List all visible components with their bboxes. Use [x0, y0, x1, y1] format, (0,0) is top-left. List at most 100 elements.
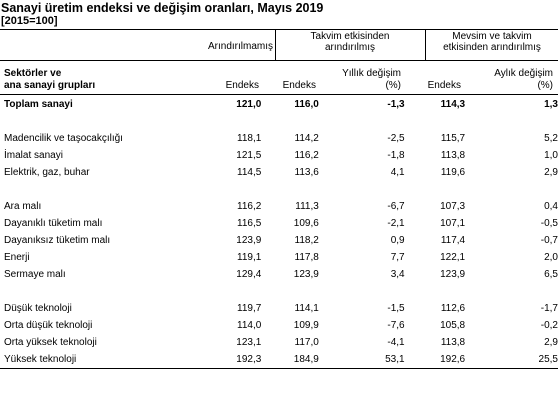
spacer-cell	[405, 113, 466, 130]
header-bottom-rule	[0, 94, 558, 95]
cell-sector: Orta düşük teknoloji	[4, 320, 93, 331]
header-annual-change-1: Yıllık değişim	[342, 68, 401, 79]
spacer-cell	[261, 113, 319, 130]
cell-index-unadjusted: 121,0	[236, 99, 262, 110]
spacer-cell	[405, 283, 466, 300]
cell-sector: Madencilik ve taşocakçılığı	[4, 133, 123, 144]
cell-index-calendar: 109,6	[293, 218, 319, 229]
table-row: Sermaye malı 129,4 123,9 3,4 123,9 6,5	[0, 266, 558, 283]
cell-index-seasonal: 107,1	[440, 218, 466, 229]
table-row: Orta yüksek teknoloji 123,1 117,0 -4,1 113,8…	[0, 334, 558, 351]
cell-index-seasonal: 123,9	[440, 269, 466, 280]
header-group-rule	[0, 60, 558, 61]
cell-index-unadjusted: 123,9	[236, 235, 262, 246]
spacer-cell	[0, 113, 182, 130]
spacer-row	[0, 283, 558, 300]
base-year-note: [2015=100]	[1, 15, 58, 27]
cell-index-seasonal: 122,1	[440, 252, 466, 263]
cell-index-unadjusted: 118,1	[237, 133, 262, 144]
page-title: Sanayi üretim endeksi ve değişim oranlar…	[1, 1, 324, 15]
cell-index-unadjusted: 192,3	[181, 351, 262, 369]
header-index-calendar: Endeks	[282, 80, 316, 91]
cell-annual-change: 4,1	[390, 167, 405, 178]
cell-sector: Dayanıklı tüketim malı	[4, 218, 103, 229]
table-row: İmalat sanayi 121,5 116,2 -1,8 113,8 1,0	[0, 147, 558, 164]
spacer-cell	[319, 181, 405, 198]
cell-sector: Ara malı	[4, 201, 42, 212]
header-unadjusted: Arındırılmamış	[207, 41, 273, 52]
header-divider-2	[425, 29, 426, 60]
header-calendar-adjusted-2: arındırılmış	[324, 42, 375, 53]
header-monthly-change-2: (%)	[537, 80, 553, 91]
cell-monthly-change: 2,0	[544, 252, 558, 263]
cell-index-seasonal: 119,6	[440, 167, 466, 178]
table-row: Elektrik, gaz, buhar 114,5 113,6 4,1 119,6 2,…	[0, 164, 558, 181]
cell-sector: Enerji	[4, 252, 30, 263]
cell-annual-change: 7,7	[390, 252, 405, 263]
cell-index-seasonal: 115,7	[440, 133, 466, 144]
cell-index-calendar: 109,9	[293, 320, 319, 331]
header-index-unadjusted: Endeks	[225, 80, 259, 91]
cell-annual-change: -7,6	[387, 320, 405, 331]
cell-annual-change: -1,5	[387, 303, 405, 314]
cell-monthly-change: 2,9	[544, 337, 558, 348]
table-row: Orta düşük teknoloji 114,0 109,9 -7,6 105,8 -…	[0, 317, 558, 334]
cell-index-seasonal: 192,6	[404, 351, 466, 369]
spacer-cell	[182, 283, 262, 300]
cell-sector: Elektrik, gaz, buhar	[4, 167, 90, 178]
cell-sector: Sermaye malı	[4, 269, 66, 280]
cell-monthly-change: 6,5	[544, 269, 558, 280]
spacer-cell	[465, 113, 558, 130]
cell-annual-change: -1,3	[387, 99, 405, 110]
cell-index-calendar: 123,9	[293, 269, 319, 280]
cell-index-unadjusted: 123,1	[236, 337, 262, 348]
cell-index-seasonal: 107,3	[440, 201, 466, 212]
spacer-cell	[465, 181, 558, 198]
spacer-row	[0, 181, 558, 198]
header-divider-1	[275, 29, 276, 60]
cell-index-seasonal: 117,4	[440, 235, 466, 246]
header-seasonal-adjusted-1: Mevsim ve takvim	[452, 31, 532, 42]
table-row: Enerji 119,1 117,8 7,7 122,1 2,0	[0, 249, 558, 266]
cell-monthly-change: -1,7	[540, 303, 558, 314]
cell-index-unadjusted: 114,5	[237, 167, 262, 178]
cell-index-unadjusted: 119,1	[237, 252, 262, 263]
cell-sector: Orta yüksek teknoloji	[4, 337, 97, 348]
cell-sector: Dayanıksız tüketim malı	[4, 235, 111, 246]
cell-index-unadjusted: 121,5	[236, 150, 262, 161]
cell-sector: İmalat sanayi	[4, 150, 63, 161]
table-row: Dayanıklı tüketim malı 116,5 109,6 -2,1 107,…	[0, 215, 558, 232]
cell-monthly-change: -0,5	[540, 218, 558, 229]
header-index-seasonal: Endeks	[427, 80, 461, 91]
cell-annual-change: -6,7	[387, 201, 405, 212]
cell-index-unadjusted: 129,4	[236, 269, 262, 280]
cell-annual-change: -2,5	[387, 133, 405, 144]
cell-index-seasonal: 113,8	[440, 337, 466, 348]
header-sector-1: Sektörler ve	[4, 68, 62, 79]
cell-index-calendar: 184,9	[261, 351, 319, 369]
cell-monthly-change: 0,4	[544, 201, 558, 212]
cell-monthly-change: 5,2	[544, 133, 558, 144]
header-calendar-adjusted-1: Takvim etkisinden	[310, 31, 390, 42]
cell-monthly-change: -0,7	[540, 235, 558, 246]
cell-sector: Yüksek teknoloji	[0, 351, 182, 369]
cell-annual-change: 0,9	[390, 235, 405, 246]
header-annual-change-2: (%)	[385, 80, 401, 91]
header-top-rule	[0, 29, 558, 30]
cell-sector: Düşük teknoloji	[4, 303, 72, 314]
header-monthly-change-1: Aylık değişim	[494, 68, 553, 79]
table-row: Dayanıksız tüketim malı 123,9 118,2 0,9 117,…	[0, 232, 558, 249]
data-table: Toplam sanayi 121,0 116,0 -1,3 114,3 1,3 Maden…	[0, 96, 558, 369]
cell-index-calendar: 117,0	[294, 337, 319, 348]
table-row: Toplam sanayi 121,0 116,0 -1,3 114,3 1,3	[0, 96, 558, 113]
cell-index-calendar: 117,8	[294, 252, 319, 263]
cell-monthly-change: 25,5	[465, 351, 558, 369]
spacer-cell	[261, 181, 319, 198]
spacer-cell	[261, 283, 319, 300]
cell-annual-change: 3,4	[390, 269, 405, 280]
spacer-cell	[319, 283, 405, 300]
table-row: Düşük teknoloji 119,7 114,1 -1,5 112,6 -1,7	[0, 300, 558, 317]
header-sector-2: ana sanayi grupları	[4, 80, 96, 91]
cell-annual-change: -4,1	[387, 337, 405, 348]
cell-annual-change: 53,1	[318, 351, 405, 369]
